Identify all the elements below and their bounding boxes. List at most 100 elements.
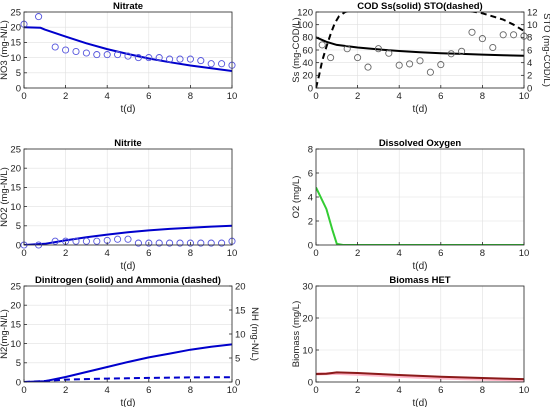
x-tick-label: 6	[438, 248, 443, 259]
data-point	[364, 63, 372, 71]
x-tick-label: 10	[519, 385, 530, 396]
y-tick-label: 15	[10, 320, 21, 331]
x-axis-label: t(d)	[121, 104, 136, 115]
data-point	[124, 52, 132, 60]
x-tick-label: 8	[188, 91, 193, 102]
y-right-tick-label: 15	[235, 305, 246, 316]
y-tick-label: 25	[10, 7, 21, 18]
data-point	[72, 237, 80, 245]
data-point	[186, 239, 194, 247]
data-point	[385, 49, 393, 57]
y-tick-label: 8	[308, 144, 313, 155]
x-axis-label: t(d)	[121, 398, 136, 407]
data-point	[197, 239, 205, 247]
y-tick-label: 20	[10, 301, 21, 312]
data-point	[489, 43, 497, 52]
y-tick-label: 60	[302, 45, 313, 56]
data-point	[176, 239, 184, 247]
y-tick-label: 0	[308, 83, 313, 94]
x-tick-label: 8	[480, 248, 485, 259]
x-tick-label: 4	[105, 385, 110, 396]
data-point	[207, 239, 215, 247]
y-tick-label: 4	[308, 192, 313, 203]
x-tick-label: 6	[438, 91, 443, 102]
y-tick-label: 120	[297, 7, 313, 18]
series-line-solid-0	[24, 26, 232, 72]
data-point	[437, 61, 445, 69]
y-right-tick-label: 5	[235, 353, 240, 364]
y-axis-label: NO3 (mg-N/L)	[0, 20, 10, 80]
data-point	[510, 31, 518, 39]
chart-title: Dissolved Oxygen	[379, 138, 462, 149]
axes-frame	[315, 285, 525, 383]
data-point	[82, 49, 90, 57]
y-axis-label: Biomass (mg/L)	[291, 301, 302, 368]
y-axis-label: N2(mg-N/L)	[0, 309, 10, 359]
x-tick-label: 10	[227, 385, 238, 396]
y-tick-label: 30	[302, 281, 313, 292]
y-tick-label: 10	[302, 345, 313, 356]
y-tick-label: 6	[308, 168, 313, 179]
x-tick-label: 0	[21, 91, 26, 102]
x-tick-label: 10	[519, 91, 530, 102]
x-tick-label: 4	[397, 385, 402, 396]
series-line-dashed-1	[316, 12, 524, 88]
y-right-tick-label: 10	[527, 20, 538, 31]
series-line-solid-0	[316, 36, 524, 57]
data-point	[145, 54, 153, 62]
y-tick-label: 15	[10, 38, 21, 49]
chart-biomass: 0 2 4 6 8 10 0 10 20 30 Biomass HET t(d) Biomass (mg…	[291, 275, 529, 407]
data-point	[103, 51, 111, 59]
y-right-tick-label: 8	[527, 33, 532, 44]
data-point	[406, 60, 414, 68]
x-tick-label: 2	[63, 91, 68, 102]
data-point	[478, 35, 486, 43]
y-tick-label: 80	[302, 33, 313, 44]
y-tick-label: 15	[10, 183, 21, 194]
x-tick-label: 4	[397, 248, 402, 259]
data-point	[166, 55, 174, 63]
data-point	[499, 31, 507, 39]
x-tick-label: 2	[355, 248, 360, 259]
data-point	[155, 239, 163, 247]
y-tick-label: 0	[16, 240, 21, 251]
y-tick-label: 20	[302, 71, 313, 82]
chart-title: Biomass HET	[389, 275, 450, 286]
data-point	[416, 57, 424, 65]
data-point	[343, 45, 351, 53]
data-point	[176, 55, 184, 63]
data-point	[51, 43, 59, 51]
x-axis-label: t(d)	[413, 398, 428, 407]
y-axis-label: NO2 (mg-N/L)	[0, 167, 10, 227]
data-point	[93, 51, 101, 59]
y-right-tick-label: 12	[527, 7, 538, 18]
data-point	[318, 41, 326, 49]
x-axis-label: t(d)	[121, 261, 136, 272]
x-tick-label: 2	[355, 385, 360, 396]
data-point	[166, 239, 174, 247]
axes-frame	[23, 148, 233, 246]
x-tick-label: 6	[146, 248, 151, 259]
data-point	[93, 237, 101, 245]
data-point	[35, 13, 43, 21]
data-point	[124, 235, 132, 243]
y-tick-label: 25	[10, 144, 21, 155]
x-tick-label: 10	[227, 248, 238, 259]
x-tick-label: 10	[519, 248, 530, 259]
x-tick-label: 4	[105, 91, 110, 102]
data-point	[327, 54, 335, 62]
data-point	[374, 45, 382, 53]
y-tick-label: 5	[16, 358, 21, 369]
data-point	[134, 54, 142, 62]
x-tick-label: 0	[313, 91, 318, 102]
y-tick-label: 40	[302, 58, 313, 69]
y-tick-label: 20	[10, 164, 21, 175]
data-point	[447, 50, 455, 58]
y-tick-label: 25	[10, 281, 21, 292]
data-point	[218, 239, 226, 247]
x-tick-label: 8	[188, 385, 193, 396]
axes-frame	[23, 285, 233, 383]
x-tick-label: 8	[480, 91, 485, 102]
y-tick-label: 5	[16, 221, 21, 232]
